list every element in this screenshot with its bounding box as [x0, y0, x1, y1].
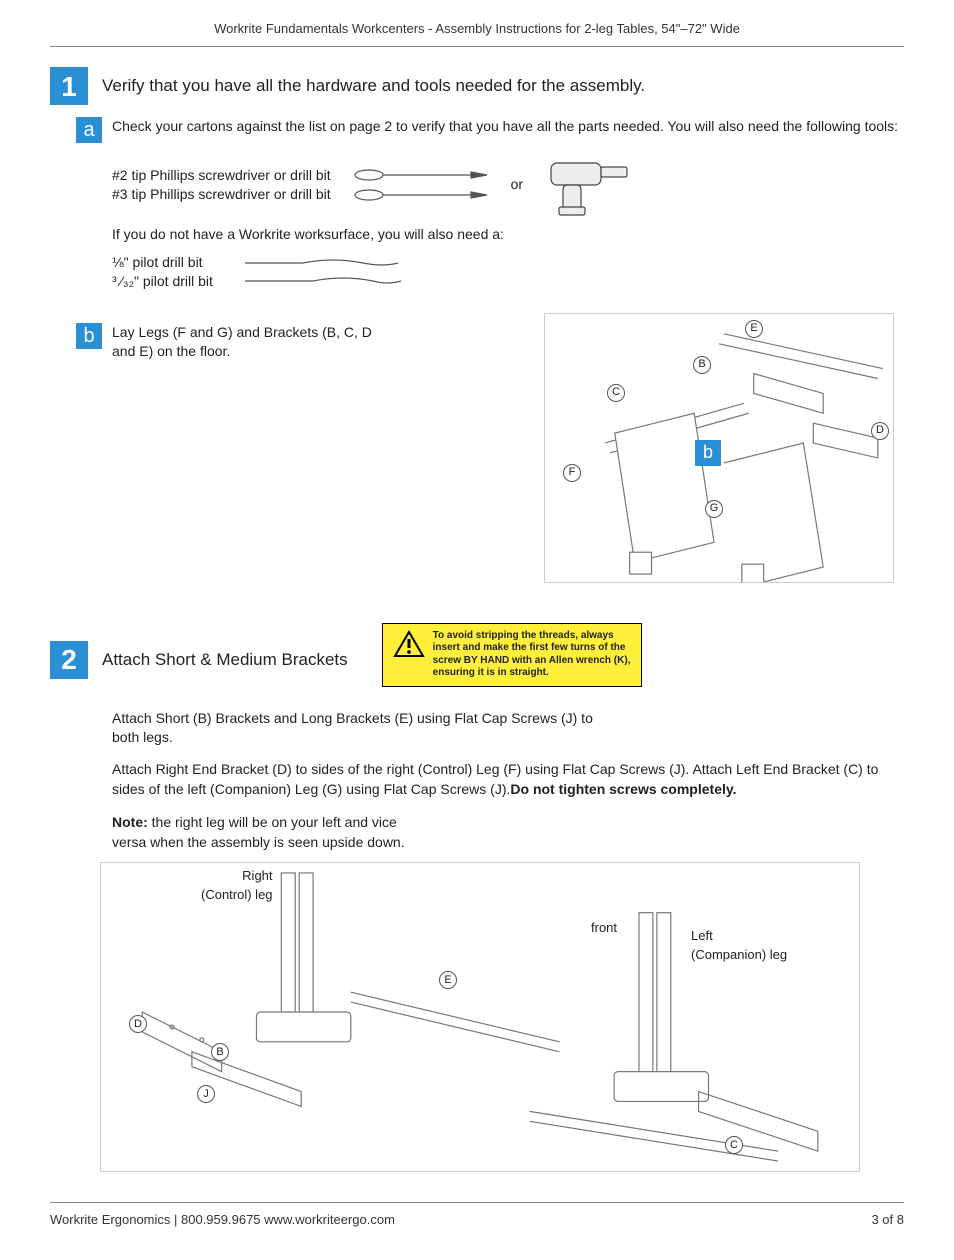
tool-row-1: #2 tip Phillips screwdriver or drill bit…	[112, 153, 904, 217]
tool-1: #2 tip Phillips screwdriver or drill bit	[112, 166, 331, 186]
step-2-note: Note: the right leg will be on your left…	[112, 813, 412, 852]
front-label: front	[591, 919, 617, 937]
page-header: Workrite Fundamentals Workcenters - Asse…	[50, 20, 904, 47]
drill-icon	[543, 153, 633, 217]
warning-box: To avoid stripping the threads, always i…	[382, 623, 642, 687]
label-g: G	[705, 500, 723, 518]
step-1-diagram: E B C D F G b	[544, 313, 894, 583]
pilot-1: ⅛" pilot drill bit	[112, 253, 213, 273]
note-label: Note:	[112, 814, 148, 830]
tool-2: #3 tip Phillips screwdriver or drill bit	[112, 185, 331, 205]
warning-icon	[393, 630, 425, 658]
pilot-bits: ⅛" pilot drill bit ³ ⁄₃₂" pilot drill bi…	[112, 253, 213, 292]
no-surface-text: If you do not have a Workrite worksurfac…	[112, 225, 904, 245]
step-2-header: 2 Attach Short & Medium Brackets To avoi…	[50, 623, 904, 697]
step-1-number: 1	[50, 67, 88, 105]
tool-list: #2 tip Phillips screwdriver or drill bit…	[112, 166, 331, 205]
step-1-title: Verify that you have all the hardware an…	[102, 74, 645, 98]
step-1a-row: a Check your cartons against the list on…	[76, 117, 904, 143]
footer-left: Workrite Ergonomics | 800.959.9675 www.w…	[50, 1211, 395, 1229]
or-text: or	[511, 175, 523, 195]
footer-right: 3 of 8	[871, 1211, 904, 1229]
note-text: the right leg will be on your left and v…	[112, 814, 405, 850]
step-2-p2: Attach Right End Bracket (D) to sides of…	[112, 760, 892, 799]
step-2-diagram: Right (Control) leg Left (Companion) leg…	[100, 862, 860, 1172]
step-2-p1: Attach Short (B) Brackets and Long Brack…	[112, 709, 612, 748]
screwdriver-icon	[351, 163, 491, 207]
label-d: D	[871, 422, 889, 440]
step-2-p2b: Do not tighten screws completely.	[510, 781, 736, 797]
label-b: B	[693, 356, 711, 374]
label-e: E	[745, 320, 763, 338]
step-1a-text: Check your cartons against the list on p…	[112, 117, 904, 137]
pilot-2: ³ ⁄₃₂" pilot drill bit	[112, 272, 213, 292]
step-1b-letter: b	[76, 323, 102, 349]
step-1b-row: b Lay Legs (F and G) and Brackets (B, C,…	[76, 323, 450, 362]
step-1-header: 1 Verify that you have all the hardware …	[50, 67, 904, 105]
step-1a-letter: a	[76, 117, 102, 143]
drillbit-icon	[243, 253, 403, 293]
step-1b-text: Lay Legs (F and G) and Brackets (B, C, D…	[112, 323, 382, 362]
label-c: C	[607, 384, 625, 402]
warning-text: To avoid stripping the threads, always i…	[433, 630, 631, 680]
step-2-number: 2	[50, 641, 88, 679]
diagram-b-marker: b	[695, 440, 721, 466]
step-2-title: Attach Short & Medium Brackets	[102, 648, 348, 672]
left-leg-label: Left (Companion) leg	[691, 927, 787, 963]
label-f: F	[563, 464, 581, 482]
right-leg-label: Right (Control) leg	[201, 867, 273, 903]
page-footer: Workrite Ergonomics | 800.959.9675 www.w…	[50, 1202, 904, 1229]
step-2-p2a: Attach Right End Bracket (D) to sides of…	[112, 761, 878, 797]
